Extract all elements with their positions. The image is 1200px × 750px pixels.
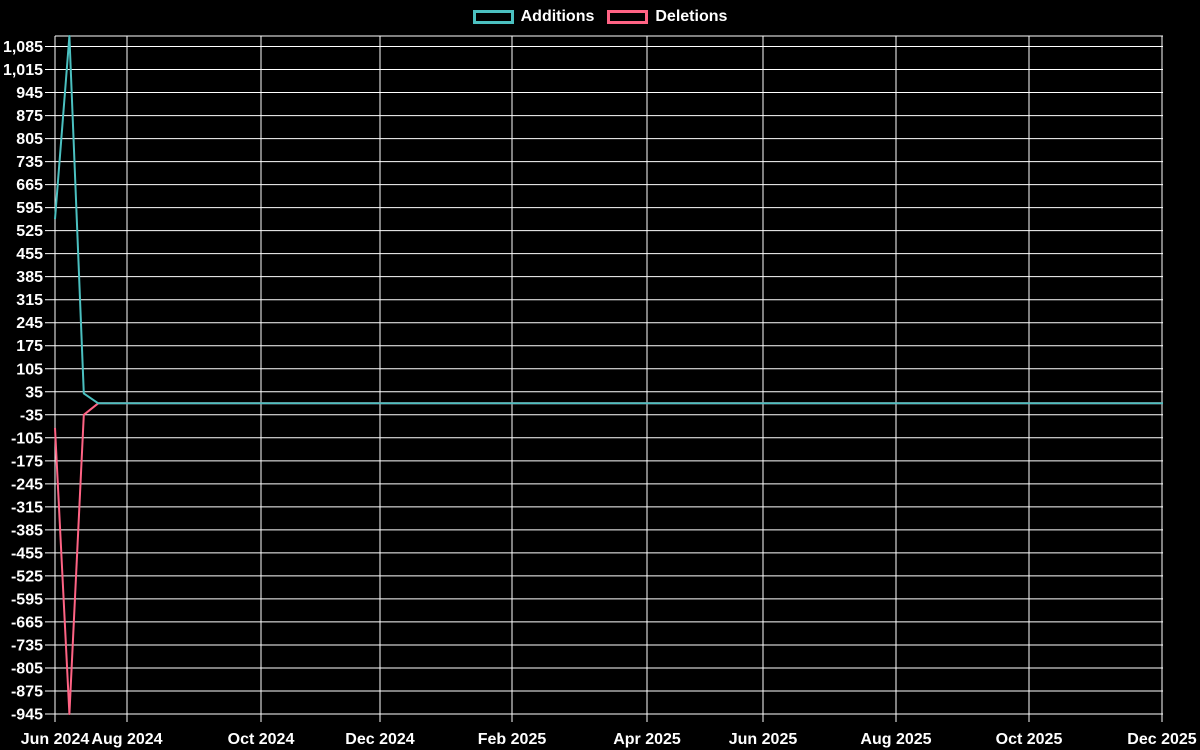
y-tick-label: 945 bbox=[16, 85, 43, 102]
x-tick-label: Feb 2025 bbox=[478, 731, 547, 748]
x-tick-label: Apr 2025 bbox=[613, 731, 681, 748]
deletions-line bbox=[54, 402, 1163, 715]
x-tick-label: Dec 2024 bbox=[345, 731, 414, 748]
y-tick-label: 315 bbox=[16, 292, 43, 309]
x-tick-label: Aug 2025 bbox=[860, 731, 931, 748]
legend-item-deletions[interactable]: Deletions bbox=[607, 9, 727, 25]
y-tick-label: 1,015 bbox=[3, 62, 43, 79]
y-tick-label: -595 bbox=[11, 591, 43, 608]
y-tick-label: 805 bbox=[16, 131, 43, 148]
y-tick-label: -525 bbox=[11, 568, 43, 585]
deletions-swatch-icon bbox=[607, 10, 649, 24]
x-tick-label: Jun 2024 bbox=[21, 731, 90, 748]
chart-legend: Additions Deletions bbox=[0, 9, 1200, 25]
y-tick-label: 175 bbox=[16, 338, 43, 355]
y-tick-label: 105 bbox=[16, 361, 43, 378]
x-tick-label: Aug 2024 bbox=[91, 731, 162, 748]
y-tick-label: 385 bbox=[16, 269, 43, 286]
y-tick-label: 1,085 bbox=[3, 39, 43, 56]
y-tick-label: -805 bbox=[11, 660, 43, 677]
y-tick-label: -175 bbox=[11, 453, 43, 470]
y-tick-label: 735 bbox=[16, 154, 43, 171]
y-tick-label: -315 bbox=[11, 499, 43, 516]
y-tick-label: -665 bbox=[11, 614, 43, 631]
y-tick-label: -945 bbox=[11, 707, 43, 724]
y-tick-label: -35 bbox=[20, 407, 43, 424]
y-tick-label: -245 bbox=[11, 476, 43, 493]
y-tick-label: -385 bbox=[11, 522, 43, 539]
y-tick-label: 35 bbox=[25, 384, 43, 401]
x-tick-label: Jun 2025 bbox=[729, 731, 798, 748]
y-tick-label: -105 bbox=[11, 430, 43, 447]
y-tick-label: 525 bbox=[16, 223, 43, 240]
y-tick-label: 665 bbox=[16, 177, 43, 194]
x-tick-label: Oct 2024 bbox=[228, 731, 295, 748]
additions-swatch-icon bbox=[472, 10, 514, 24]
x-tick-label: Oct 2025 bbox=[996, 731, 1063, 748]
legend-label-deletions: Deletions bbox=[655, 8, 728, 25]
y-tick-label: 595 bbox=[16, 200, 43, 217]
y-tick-label: -875 bbox=[11, 683, 43, 700]
y-tick-label: -455 bbox=[11, 545, 43, 562]
y-tick-label: 875 bbox=[16, 108, 43, 125]
y-tick-label: 455 bbox=[16, 246, 43, 263]
x-tick-label: Dec 2025 bbox=[1127, 731, 1196, 748]
additions-line bbox=[54, 35, 1163, 405]
y-tick-label: -735 bbox=[11, 637, 43, 654]
legend-label-additions: Additions bbox=[520, 8, 595, 25]
y-tick-label: 245 bbox=[16, 315, 43, 332]
legend-item-additions[interactable]: Additions bbox=[472, 8, 595, 25]
